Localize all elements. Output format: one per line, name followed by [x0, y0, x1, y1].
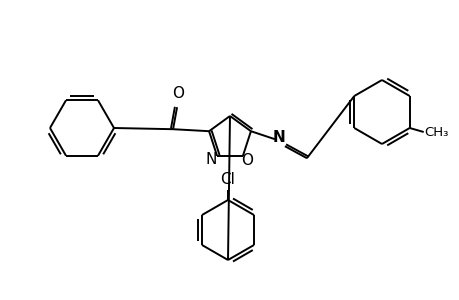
Text: N: N [272, 130, 285, 145]
Text: Cl: Cl [220, 172, 235, 187]
Text: CH₃: CH₃ [424, 127, 448, 140]
Text: O: O [241, 153, 253, 168]
Text: O: O [172, 86, 184, 101]
Text: N: N [205, 152, 216, 167]
